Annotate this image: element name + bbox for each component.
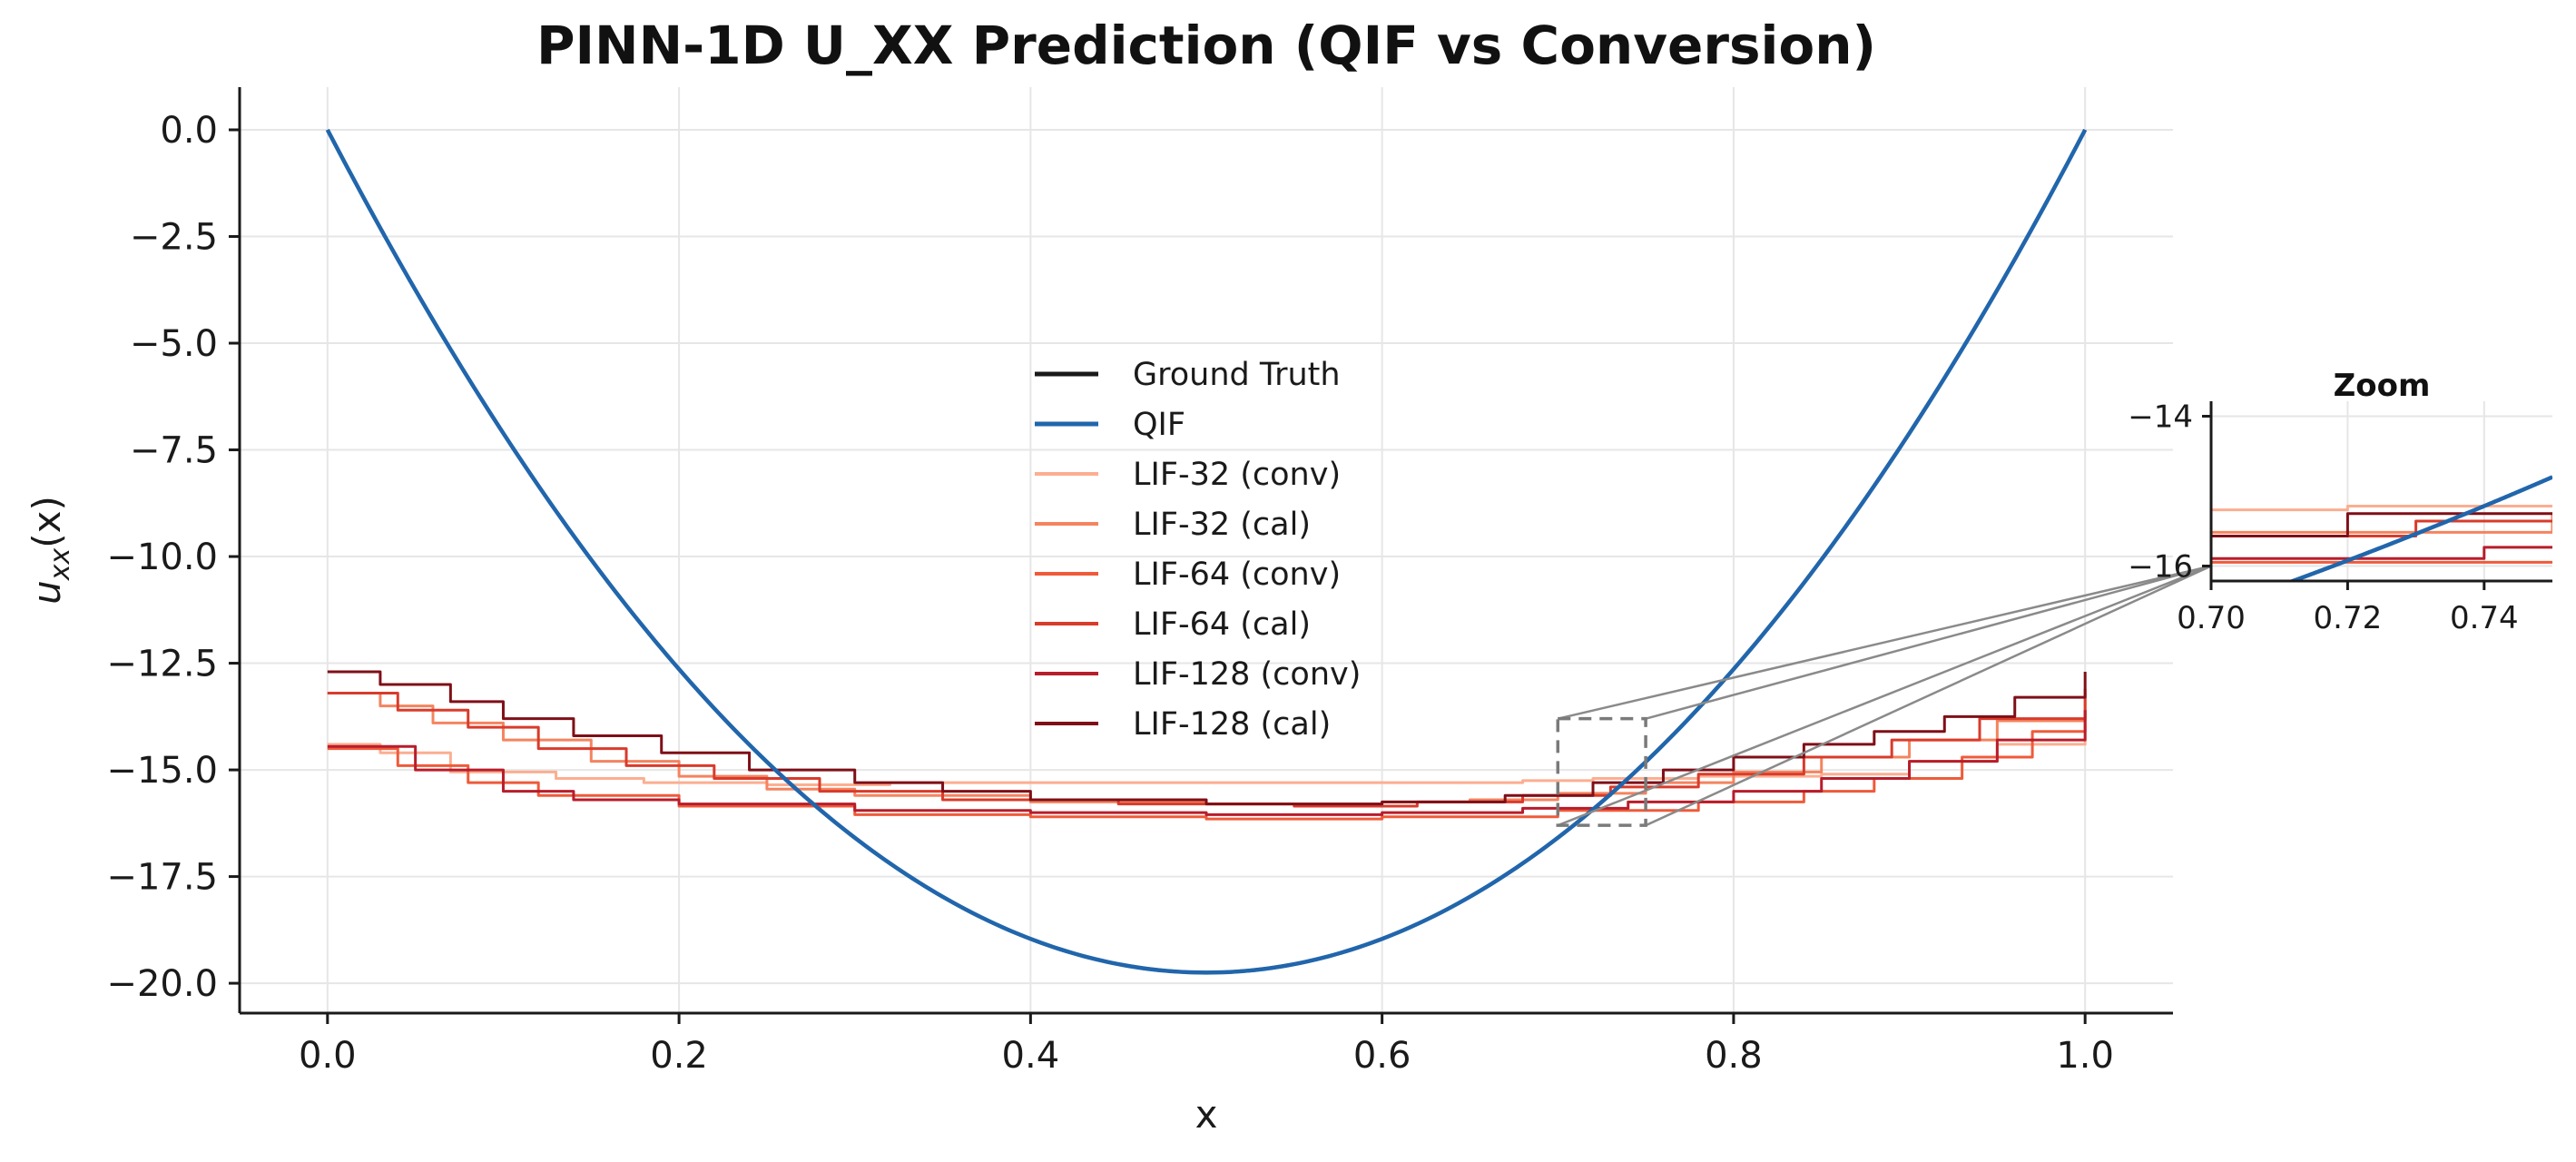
x-axis-label: x	[1195, 1092, 1218, 1137]
x-tick-label: 1.0	[2056, 1035, 2114, 1077]
zoom-connector-line	[1557, 565, 2212, 720]
legend-label-lif-64-conv: LIF-64 (conv)	[1133, 556, 1341, 593]
x-tick-label: 0.8	[1705, 1035, 1763, 1077]
main-lines	[325, 128, 2088, 975]
inset-title: Zoom	[2334, 368, 2431, 404]
y-tick-label: −5.0	[130, 323, 218, 365]
zoom-connector-line	[1645, 565, 2212, 720]
inset-y-tick-label: −14	[2128, 399, 2193, 436]
zoom-box	[1556, 716, 1647, 827]
zoom-connector-line	[1557, 565, 2212, 827]
y-axis-label-tail: (x)	[25, 496, 69, 548]
y-tick-label: −20.0	[106, 963, 218, 1005]
x-tick-label: 0.0	[299, 1035, 357, 1077]
x-tick-label: 0.2	[650, 1035, 708, 1077]
legend-label-ground-truth: Ground Truth	[1133, 357, 1341, 393]
inset-y-tick-label: −16	[2128, 549, 2193, 586]
legend-label-lif-32-conv: LIF-32 (conv)	[1133, 457, 1341, 493]
legend-label-lif-64-cal: LIF-64 (cal)	[1133, 606, 1311, 643]
y-tick-label: −17.5	[106, 857, 218, 899]
y-axis-label-sub: xx	[44, 548, 76, 582]
inset-series-qif	[2286, 475, 2552, 581]
inset-ticks: 0.70 0.72 0.74 −14 −16	[2128, 399, 2518, 637]
inset-x-tick-label: 0.74	[2450, 600, 2519, 636]
y-ticks: 0.0 −2.5 −5.0 −7.5 −10.0 −12.5 −15.0 −17.5 −20.0	[106, 110, 240, 1005]
y-tick-label: −2.5	[130, 217, 218, 259]
x-tick-label: 0.6	[1353, 1035, 1411, 1077]
main-grid	[240, 87, 2173, 1013]
legend-label-qif: QIF	[1133, 407, 1185, 443]
y-tick-label: −15.0	[106, 750, 218, 792]
inset-zoom-plot: 0.70 0.72 0.74 −14 −16 Zoom	[2128, 368, 2552, 637]
zoom-connector-line	[1645, 565, 2212, 827]
x-tick-label: 0.4	[1002, 1035, 1060, 1077]
y-tick-label: −10.0	[106, 537, 218, 578]
inset-background	[2211, 401, 2552, 581]
inset-x-tick-label: 0.72	[2314, 600, 2383, 636]
x-ticks: 0.0 0.2 0.4 0.6 0.8 1.0	[299, 1013, 2114, 1077]
series-lif-64-conv	[327, 710, 2087, 821]
series-lif-128-cal	[327, 670, 2087, 806]
series-lif-128-conv	[327, 710, 2087, 816]
inset-lines	[2211, 475, 2552, 581]
y-tick-label: −12.5	[106, 644, 218, 685]
inset-x-tick-label: 0.70	[2177, 600, 2246, 636]
legend: Ground Truth QIF LIF-32 (conv) LIF-32 (cal)…	[1035, 357, 1361, 743]
legend-label-lif-128-cal: LIF-128 (cal)	[1133, 706, 1331, 743]
y-tick-label: 0.0	[160, 110, 218, 152]
y-tick-label: −7.5	[130, 430, 218, 472]
chart-title: PINN-1D U_XX Prediction (QIF vs Conversi…	[536, 15, 1876, 76]
y-axis-label-main: u	[25, 580, 69, 605]
zoom-indicator	[1556, 565, 2212, 827]
y-axis-label: uxx(x)	[25, 496, 76, 605]
series-qif	[325, 128, 2088, 975]
legend-label-lif-128-conv: LIF-128 (conv)	[1133, 656, 1361, 693]
legend-label-lif-32-cal: LIF-32 (cal)	[1133, 507, 1311, 543]
